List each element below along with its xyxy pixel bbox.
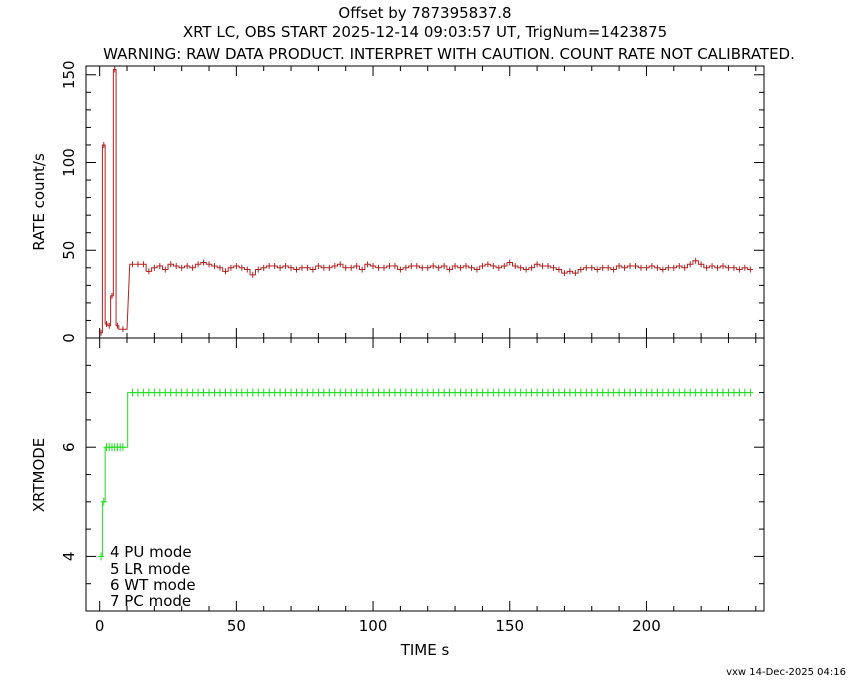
- mode-ytick-label: 4: [60, 552, 78, 562]
- rate-ytick-label: 50: [60, 241, 78, 260]
- rate-ytick-label: 100: [60, 148, 78, 177]
- rate-ytick-label: 0: [60, 333, 78, 343]
- time-xtick-label: 50: [227, 617, 246, 635]
- rate-axis-label: RATE count/s: [30, 153, 48, 251]
- rate-panel-frame: [85, 65, 765, 339]
- rate-ytick-label: 150: [60, 60, 78, 89]
- footer-timestamp: vxw 14-Dec-2025 04:16: [726, 667, 846, 678]
- title-offset: Offset by 787395837.8: [338, 4, 511, 22]
- mode-step-line: [101, 392, 751, 557]
- time-xtick-label: 100: [359, 617, 388, 635]
- legend-lr-mode: 5 LR mode: [110, 560, 190, 578]
- mode-ytick-label: 6: [60, 442, 78, 452]
- legend-wt-mode: 6 WT mode: [110, 576, 196, 594]
- mode-axis-label: XRTMODE: [30, 438, 48, 513]
- mode-panel: 460 50 100 150 200 XRTMODE TIME s 4 PU mode …: [30, 337, 765, 659]
- title-obs-start: XRT LC, OBS START 2025-12-14 09:03:57 UT…: [183, 23, 667, 41]
- time-xtick-label: 0: [95, 617, 105, 635]
- mode-axis-ticks: 4 6 0 50 100 150 200: [60, 337, 764, 635]
- legend-pc-mode: 7 PC mode: [110, 592, 191, 610]
- time-axis-label: TIME s: [400, 641, 450, 659]
- mode-series: [98, 388, 754, 561]
- rate-series: [99, 66, 754, 336]
- title-warning: WARNING: RAW DATA PRODUCT. INTERPRET WIT…: [103, 45, 795, 63]
- rate-step-line: [99, 69, 754, 334]
- time-xtick-label: 200: [632, 617, 661, 635]
- rate-axis-ticks: 0 50 100 150: [60, 60, 764, 343]
- rate-panel: 0 50 100 150 RATE count/s: [30, 60, 765, 343]
- time-xtick-label: 150: [495, 617, 524, 635]
- legend-pu-mode: 4 PU mode: [110, 543, 192, 561]
